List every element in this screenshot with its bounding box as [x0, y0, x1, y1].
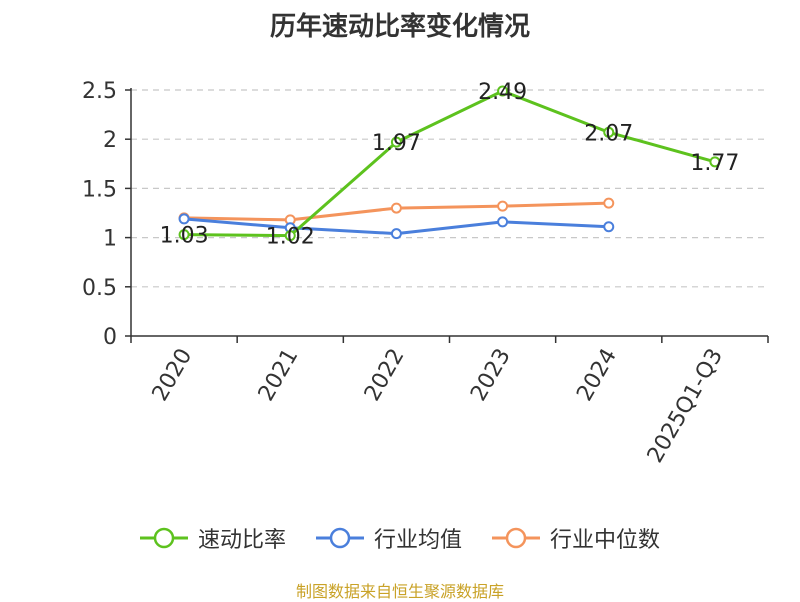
legend-swatch-icon: [492, 527, 540, 549]
legend-item[interactable]: 行业中位数: [492, 522, 660, 554]
data-point: [709, 156, 721, 168]
data-label: 2.07: [584, 121, 633, 146]
y-tick-label: 2: [103, 128, 117, 153]
legend-item[interactable]: 行业均值: [315, 522, 462, 554]
y-tick-label: 0.5: [82, 276, 117, 301]
x-tick-label: 2021: [254, 345, 304, 406]
data-label: 1.77: [690, 151, 739, 176]
x-tick-label: 2023: [466, 345, 516, 406]
y-tick-label: 2.5: [82, 79, 117, 104]
data-point: [390, 136, 402, 148]
data-label: 1.97: [372, 131, 421, 156]
data-label: 1.02: [266, 225, 315, 250]
data-point: [390, 202, 402, 214]
data-labels: 1.03 1.02 1.97 2.49 2.07 1.77: [160, 80, 740, 250]
legend-label: 行业中位数: [550, 528, 661, 553]
legend-swatch-icon: [315, 527, 364, 549]
data-label: 2.49: [478, 80, 527, 105]
data-point: [178, 229, 190, 241]
x-tick-label: 2024: [572, 345, 622, 406]
grid-lines: [131, 89, 768, 288]
data-point: [497, 85, 509, 97]
x-tick-label: 2022: [360, 345, 410, 406]
data-point: [178, 213, 190, 225]
y-tick-label: 1.5: [82, 177, 117, 202]
y-tick-label: 1: [103, 227, 117, 252]
legend-item[interactable]: 速动比率: [139, 522, 286, 554]
chart-title: 历年速动比率变化情况: [269, 12, 530, 42]
legend-swatch-icon: [139, 527, 188, 549]
data-point: [603, 197, 615, 209]
legend-label: 行业均值: [373, 528, 462, 553]
legend: 速动比率 行业均值 行业中位数: [0, 520, 800, 556]
data-point: [390, 228, 402, 240]
data-label: 1.03: [160, 224, 209, 249]
data-point: [497, 216, 509, 228]
x-tick-label: 2020: [148, 345, 198, 406]
series-line: [184, 89, 716, 238]
axes: 0 0.5 1 1.5 2 2.5 2020 2021 2022 2023 2024 2025Q1-Q…: [82, 79, 769, 468]
data-point: [284, 230, 296, 242]
y-tick-label: 0: [103, 325, 117, 350]
source-note: 制图数据来自恒生聚源数据库: [295, 582, 504, 601]
x-tick-label: 2025Q1-Q3: [643, 345, 728, 468]
data-point: [603, 126, 615, 138]
data-point: [497, 200, 509, 212]
legend-label: 速动比率: [197, 528, 286, 553]
data-point: [603, 221, 615, 233]
series-lines: [178, 85, 721, 242]
